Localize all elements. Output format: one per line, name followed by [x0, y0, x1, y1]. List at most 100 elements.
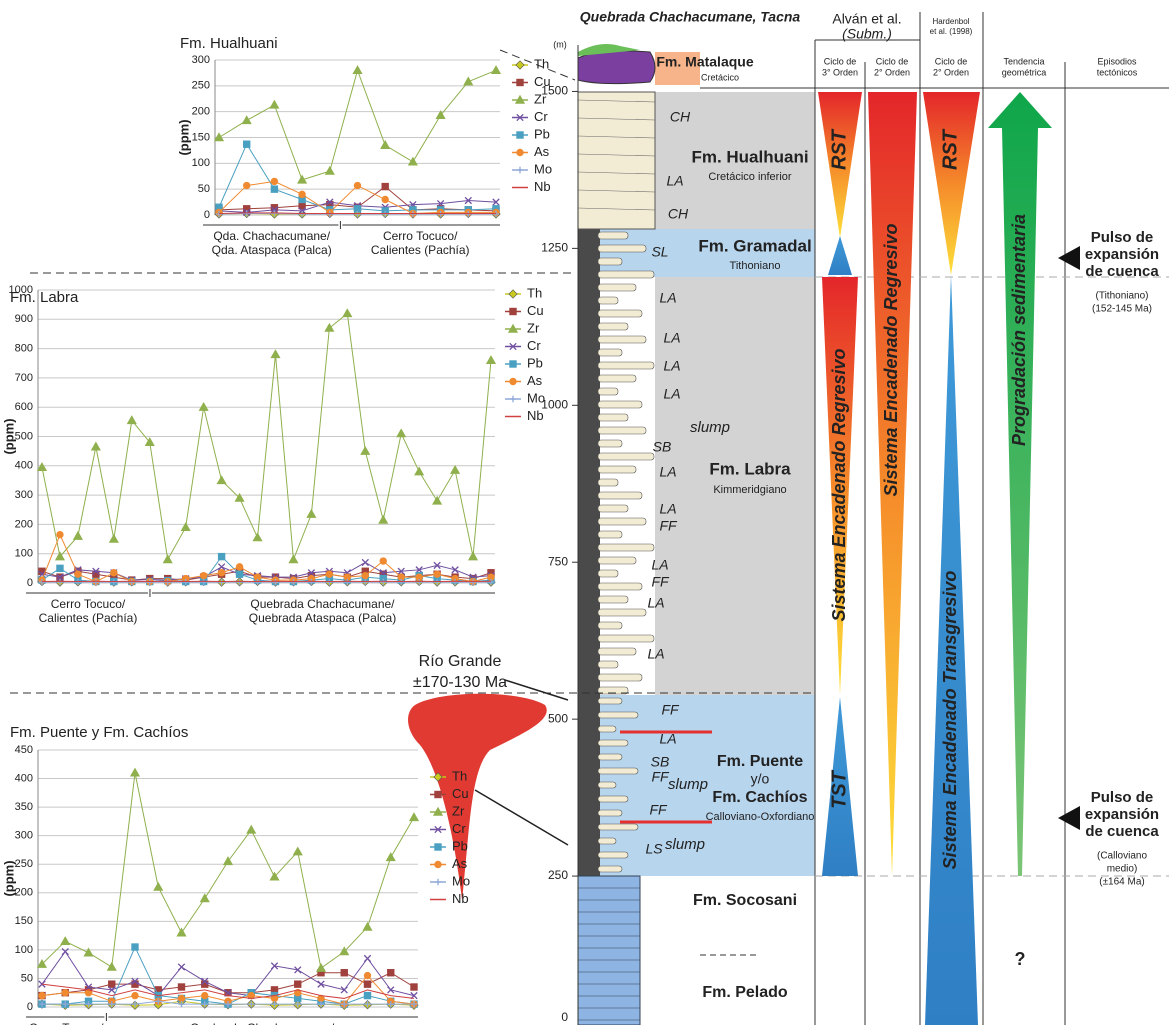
marker [253, 533, 261, 540]
marker [224, 857, 232, 864]
legend-label: Mo [452, 873, 470, 888]
marker [271, 350, 279, 357]
marker [62, 948, 68, 954]
facies-label: FF [651, 574, 670, 590]
bed [598, 596, 628, 603]
marker [61, 937, 69, 944]
marker [354, 182, 360, 188]
tract-label: RST [828, 128, 850, 170]
y-tick-label: 900 [15, 313, 33, 325]
formation-label: Cretácico [701, 72, 739, 82]
bed [598, 635, 654, 642]
legend-label: As [452, 856, 468, 871]
group-label: Quebrada Ataspaca (Palca) [249, 611, 396, 625]
bed [598, 570, 618, 577]
formation-label: Fm. Hualhuani [691, 147, 808, 166]
bed [598, 258, 622, 265]
facies-label: LA [659, 464, 676, 480]
facies-label: LA [659, 731, 676, 747]
legend-label: As [527, 373, 543, 388]
bed [598, 453, 654, 460]
sub-header: Ciclo de [935, 56, 968, 66]
y-tick-label: 300 [15, 489, 33, 501]
pulse-label: expansión [1085, 246, 1159, 263]
legend-label: Pb [534, 126, 550, 141]
unknown: ? [1015, 949, 1026, 969]
marker [388, 970, 394, 976]
marker [362, 559, 368, 565]
bed [598, 466, 636, 473]
marker [364, 992, 370, 998]
bed [598, 310, 642, 317]
sub-header: 3° Orden [822, 67, 858, 77]
y-tick-label: 500 [15, 430, 33, 442]
marker [435, 791, 441, 797]
y-tick-label: 0 [204, 209, 210, 221]
marker [110, 535, 118, 542]
depth-label: 1500 [541, 84, 568, 98]
marker [517, 167, 523, 173]
marker [307, 510, 315, 517]
marker [295, 981, 301, 987]
marker [75, 571, 81, 577]
legend-label: Zr [527, 320, 540, 335]
legend-label: Pb [452, 838, 468, 853]
y-tick-label: 450 [15, 744, 33, 756]
formation-label: Fm. Gramadal [698, 236, 811, 255]
marker [62, 990, 68, 996]
group-label: Quebrada Chachacumane/ [190, 1021, 335, 1025]
y-tick-label: 50 [21, 972, 33, 984]
marker [397, 429, 405, 436]
marker [517, 79, 523, 85]
slump-label: slump [668, 776, 708, 793]
facies-label: LA [663, 330, 680, 346]
chart-title: Fm. Hualhuani [180, 35, 278, 52]
sub-header: Ciclo de [876, 56, 909, 66]
series-line [219, 213, 496, 214]
facies-label: LA [659, 501, 676, 517]
y-tick-label: 600 [15, 401, 33, 413]
bed [598, 544, 654, 551]
marker [271, 186, 277, 192]
y-tick-label: 200 [15, 518, 33, 530]
legend-label: Th [534, 56, 549, 71]
marker [409, 158, 417, 165]
formation-label: Fm. Puente [717, 753, 803, 770]
bed [598, 245, 646, 252]
marker [74, 532, 82, 539]
pulse-label: expansión [1085, 806, 1159, 823]
marker [38, 463, 46, 470]
marker [433, 497, 441, 504]
marker [343, 309, 351, 316]
marker [380, 558, 386, 564]
depth-label: 1250 [541, 241, 568, 255]
marker [510, 361, 516, 367]
legend-label: Cr [452, 821, 466, 836]
header: et al. (1998) [930, 27, 973, 36]
depth-label: 1000 [541, 397, 568, 411]
facies-label: FF [661, 702, 680, 718]
tract-label: Sistema Encadenado Transgresivo [940, 571, 960, 870]
marker [492, 66, 500, 73]
pulse-label: Pulso de [1091, 789, 1154, 806]
bed [598, 740, 628, 746]
bed [598, 661, 618, 668]
marker [435, 844, 441, 850]
bed [598, 531, 622, 538]
legend-label: Th [527, 285, 542, 300]
bed [598, 401, 642, 408]
bed [598, 674, 642, 681]
marker [464, 78, 472, 85]
marker [341, 970, 347, 976]
marker [317, 964, 325, 971]
y-tick-label: 400 [15, 772, 33, 784]
marker [362, 572, 368, 578]
facies-label: SB [653, 439, 672, 455]
tract-label: Sistema Encadenado Regresivo [829, 348, 849, 621]
marker [247, 826, 255, 833]
header: Alván et al. [832, 11, 901, 27]
bed [598, 726, 616, 732]
facies-label: LA [647, 646, 664, 662]
sub-header: geométrica [1002, 67, 1047, 77]
formation-label: Fm. Matalaque [656, 54, 753, 70]
